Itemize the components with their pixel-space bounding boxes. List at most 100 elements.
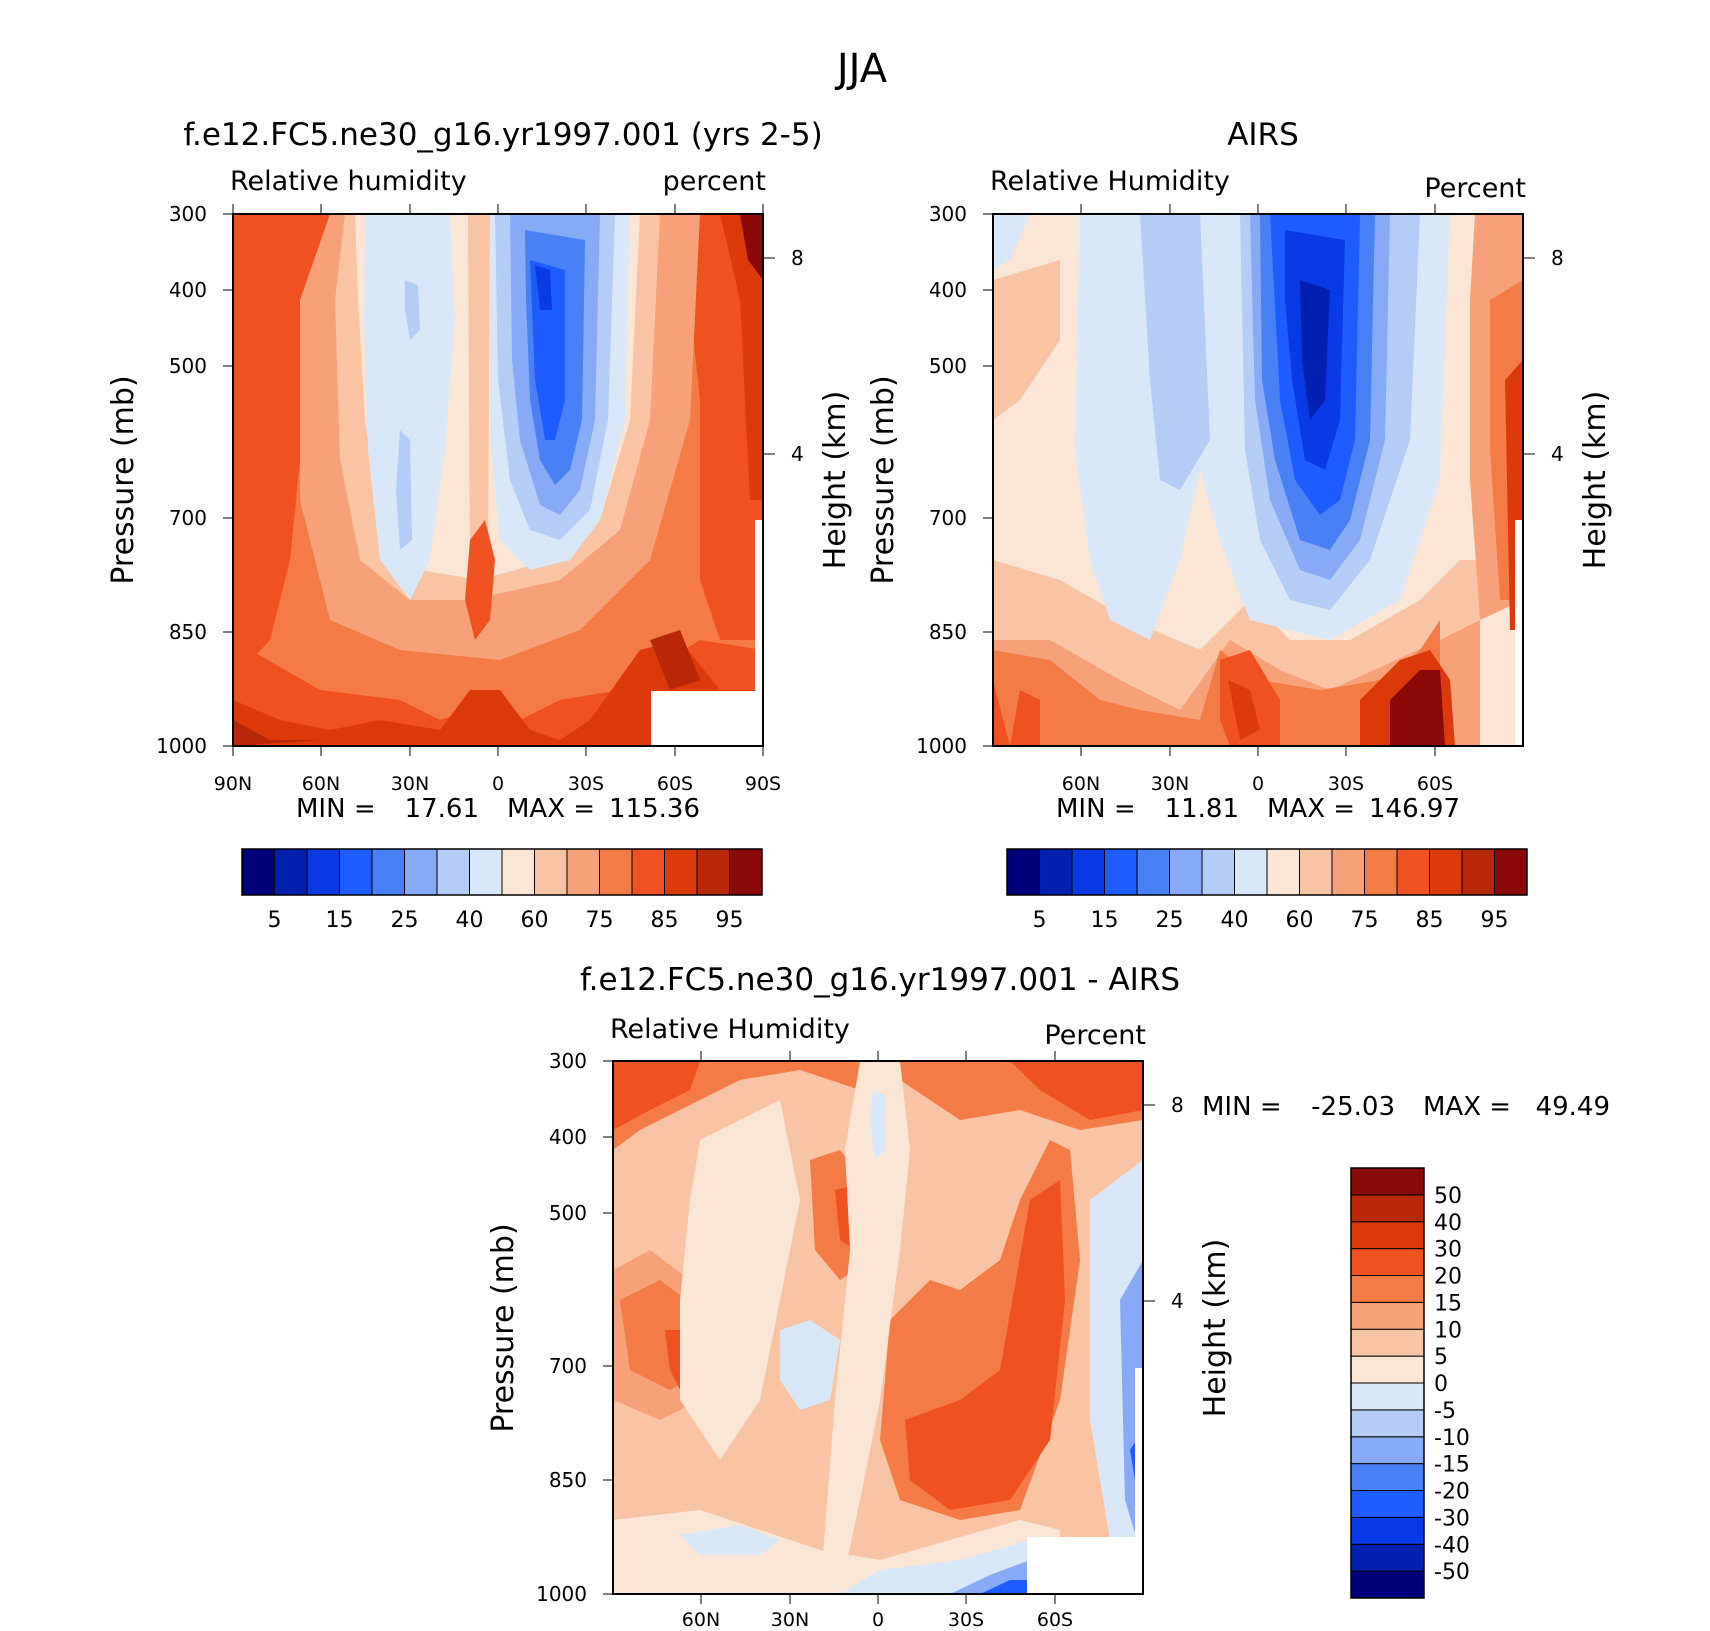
colorbar-label: 40: [1434, 1211, 1462, 1236]
xtick-label: 30N: [1151, 773, 1189, 795]
colorbar-swatch: [534, 848, 568, 896]
band-45-left: [405, 280, 420, 340]
band-15: [1300, 280, 1330, 420]
colorbar-swatch: [404, 848, 438, 896]
band-65-left: [993, 260, 1060, 420]
panel-diff-yaxis: 300 400 500 700 850 1000 Pressure (mb): [486, 1049, 613, 1606]
ylabel: Pressure (mb): [106, 375, 141, 584]
missing-data: [651, 691, 763, 746]
ytick-label: 500: [929, 354, 967, 378]
ytick-label: 850: [169, 620, 207, 644]
colorbar-label: 5: [1434, 1345, 1448, 1370]
colorbar-label: -50: [1434, 1560, 1470, 1585]
ylabel: Pressure (mb): [486, 1223, 521, 1432]
xtick-label: 0: [492, 773, 504, 795]
colorbar-label: 50: [1434, 1184, 1462, 1209]
colorbar-swatch: [1350, 1409, 1425, 1438]
band-95-floor-b: [650, 630, 700, 690]
colorbar-swatch: [1350, 1328, 1425, 1357]
band-neg5-floor-cold: [680, 1525, 780, 1555]
panel-diff-yaxis-right: 8 4 Height (km): [1143, 1093, 1233, 1417]
panel-diff-xaxis: 60N 30N 0 30S 60S: [682, 1051, 1073, 1631]
band-20: [530, 260, 565, 440]
colorbar-swatch: [1006, 848, 1040, 896]
colorbar-swatch: [1350, 1463, 1425, 1491]
colorbar-label: 30: [1434, 1238, 1462, 1263]
band-35-top-left: [613, 1061, 700, 1130]
colorbar-frame: [241, 848, 763, 896]
colorbar-swatch: [501, 848, 535, 896]
band-90-eq: [1228, 680, 1260, 740]
ytick-right-label: 4: [791, 442, 804, 466]
ytick-label: 850: [549, 1468, 587, 1492]
colorbar-label: 40: [456, 908, 484, 933]
colorbar-swatch: [1350, 1543, 1425, 1572]
ylabel-right: Height (km): [1198, 1239, 1233, 1418]
ytick-right-label: 8: [1171, 1093, 1184, 1117]
colorbar-swatch: [664, 848, 698, 896]
ytick-label: 400: [169, 278, 207, 302]
panel-diff-title: f.e12.FC5.ne30_g16.yr1997.001 - AIRS: [580, 962, 1180, 998]
ytick-label: 300: [169, 202, 207, 226]
colorbar-label: 40: [1221, 908, 1249, 933]
band-55-left: [993, 214, 1030, 270]
colorbar-label: 15: [1091, 908, 1119, 933]
xtick-label: 60N: [302, 773, 340, 795]
band-45-left-b: [396, 430, 412, 550]
band-90-floor: [233, 640, 763, 746]
colorbar-label: 10: [1434, 1318, 1462, 1343]
panel-diff-plot: [613, 1061, 1143, 1594]
panel-airs-max-value: 146.97: [1369, 794, 1460, 824]
colorbar-swatch: [1350, 1194, 1425, 1223]
colorbar-swatch: [1331, 848, 1365, 896]
band-35-top-right: [1010, 1061, 1143, 1120]
missing-data-2: [755, 520, 763, 691]
ytick-right-label: 4: [1171, 1289, 1184, 1313]
colorbar-swatch: [306, 848, 340, 896]
band-75-floor: [993, 620, 1440, 746]
colorbar-swatch: [1350, 1490, 1425, 1518]
colorbar-label: 25: [1156, 908, 1184, 933]
colorbar-label: -15: [1434, 1453, 1470, 1478]
colorbar-label: 95: [716, 908, 744, 933]
panel-airs-plot: [993, 214, 1523, 746]
panel-model-min-value: 17.61: [405, 794, 479, 824]
band-45-left: [1140, 214, 1210, 490]
band-95-south: [1390, 670, 1445, 746]
colorbar-swatch: [1039, 848, 1073, 896]
colorbar-swatch: [566, 848, 600, 896]
colorbar-swatch: [339, 848, 373, 896]
colorbar-label: -20: [1434, 1480, 1470, 1505]
ytick-right-label: 8: [791, 246, 804, 270]
panel-diff-max-label: MAX =: [1423, 1092, 1511, 1122]
colorbar-swatch: [241, 848, 275, 896]
xtick-label: 90N: [214, 773, 252, 795]
panel-airs-colorbar: 5 15 25 40 60 75 85 95: [1006, 848, 1528, 933]
xtick-label: 60S: [1037, 1609, 1073, 1631]
colorbar-label: 85: [1416, 908, 1444, 933]
panel-model: f.e12.FC5.ne30_g16.yr1997.001 (yrs 2-5) …: [106, 117, 853, 933]
colorbar-frame: [1006, 848, 1528, 896]
colorbar-label: 75: [1351, 908, 1379, 933]
colorbar-label: 15: [1434, 1291, 1462, 1316]
panel-model-xaxis: 90N 60N 30N 0 30S 60S 90S: [214, 204, 781, 795]
colorbar-swatch: [631, 848, 665, 896]
panel-model-max-value: 115.36: [609, 794, 700, 824]
colorbar-swatch: [1350, 1355, 1425, 1384]
colorbar-swatch: [274, 848, 308, 896]
colorbar-label: 85: [651, 908, 679, 933]
colorbar-swatch: [1350, 1436, 1425, 1465]
colorbar-swatch: [1071, 848, 1105, 896]
colorbar-label: 5: [1033, 908, 1047, 933]
colorbar-swatch: [469, 848, 503, 896]
colorbar-swatch: [1169, 848, 1203, 896]
band-south-warm-2: [905, 1180, 1065, 1510]
band-60-floor: [993, 560, 1480, 710]
colorbar-swatch: [1350, 1221, 1425, 1250]
panel-model-plot: [233, 214, 763, 746]
xtick-label: 30N: [391, 773, 429, 795]
xtick-label: 30S: [1328, 773, 1364, 795]
panel-airs-min-value: 11.81: [1165, 794, 1239, 824]
band-15: [535, 265, 552, 310]
colorbar-label: 60: [1286, 908, 1314, 933]
